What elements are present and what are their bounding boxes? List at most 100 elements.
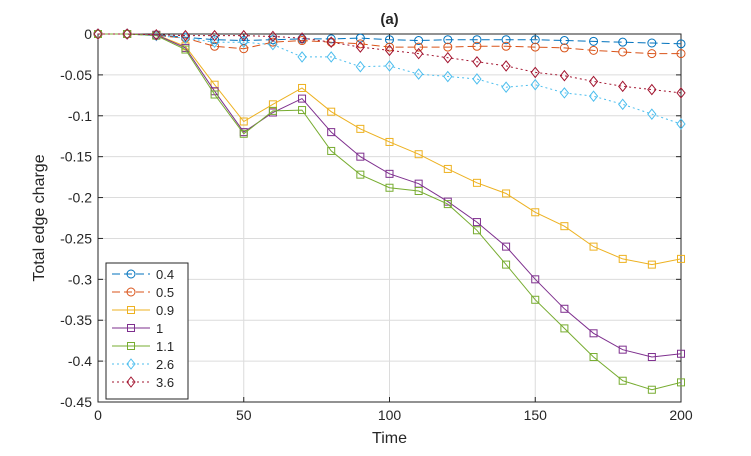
data-point (414, 68, 424, 80)
series-line (98, 33, 682, 125)
data-point (443, 42, 453, 52)
data-point (151, 29, 161, 42)
data-point (677, 349, 685, 358)
legend-item: 2.6 (112, 357, 174, 372)
data-point (443, 35, 453, 45)
data-point (618, 254, 627, 263)
data-point (530, 78, 540, 91)
data-point (502, 260, 511, 269)
data-point (414, 187, 423, 196)
data-point (210, 41, 220, 51)
data-point (239, 29, 249, 42)
y-tick-label: -0.4 (68, 353, 92, 369)
series-line (98, 33, 682, 358)
data-point (647, 385, 656, 394)
data-point (472, 226, 481, 235)
legend-label: 0.5 (156, 285, 174, 300)
series-line (98, 33, 681, 55)
y-axis-label: Total edge charge (31, 154, 48, 281)
data-point (239, 44, 249, 54)
data-point (501, 41, 511, 51)
data-point (472, 35, 482, 45)
y-tick-label: -0.3 (68, 271, 92, 287)
data-point (502, 189, 511, 198)
data-point (618, 80, 628, 93)
data-point (560, 222, 569, 231)
data-point (676, 49, 686, 59)
data-point (647, 38, 657, 48)
data-point (443, 164, 452, 173)
data-point (268, 38, 278, 51)
data-point (472, 218, 481, 227)
data-point (181, 45, 190, 54)
legend-item: 1 (112, 321, 163, 336)
data-point (268, 106, 277, 115)
data-point (677, 254, 685, 263)
legend-box (105, 262, 189, 400)
data-point (618, 98, 628, 111)
data-point (414, 150, 423, 159)
data-point (647, 83, 657, 96)
y-tick-label: -0.15 (60, 149, 92, 165)
data-point (589, 36, 599, 46)
data-point (589, 353, 598, 362)
data-point (618, 37, 628, 47)
y-tick-label: -0.35 (60, 312, 92, 328)
data-point (588, 75, 599, 88)
data-point (93, 28, 103, 40)
data-point (326, 51, 336, 63)
y-tick-label: -0.1 (68, 108, 92, 124)
legend-label: 0.9 (156, 303, 174, 318)
data-point (501, 35, 511, 45)
series-3.6 (93, 28, 686, 99)
series-group (93, 28, 686, 394)
data-point (618, 47, 628, 57)
legend-label: 0.4 (156, 267, 174, 282)
data-point (209, 36, 220, 48)
data-point (531, 208, 540, 217)
legend-item: 0.5 (112, 285, 174, 300)
data-point (327, 107, 336, 116)
data-point (268, 30, 278, 43)
data-point (530, 42, 540, 52)
data-point (385, 137, 394, 146)
legend-label: 2.6 (156, 357, 174, 372)
x-axis-label: Time (372, 430, 407, 447)
legend-marker (127, 342, 135, 350)
data-point (355, 41, 365, 53)
legend-marker (127, 324, 135, 332)
data-point (676, 118, 686, 130)
data-point (385, 183, 394, 192)
data-point (472, 41, 482, 51)
legend-label: 1.1 (156, 339, 174, 354)
series-line (98, 33, 682, 391)
legend-marker (127, 306, 135, 314)
data-point (239, 117, 248, 126)
series-0.9 (94, 30, 685, 269)
data-point (356, 152, 365, 161)
data-point (443, 70, 453, 83)
data-point (618, 376, 627, 385)
data-point (559, 43, 569, 53)
axis-ticks: 0 50 100 150 200 0 -0.05 -0.1 -0.15 -0.2 -0.25 -0.3… (60, 26, 693, 423)
data-point (443, 51, 453, 64)
data-point (297, 32, 307, 44)
data-point (560, 304, 569, 313)
data-point (501, 81, 511, 93)
data-point (298, 94, 307, 103)
legend-label: 1 (156, 321, 163, 336)
legend: 0.4 0.5 0.9 1 1.1 2.6 3.6 (105, 262, 189, 400)
data-point (443, 200, 452, 209)
data-point (385, 35, 394, 45)
data-point (385, 42, 394, 52)
series-line (98, 33, 682, 45)
data-point (531, 295, 540, 304)
data-point (647, 49, 657, 59)
data-point (268, 35, 278, 45)
legend-marker (126, 287, 136, 297)
data-point (180, 32, 191, 44)
data-point (647, 260, 656, 269)
legend-marker (126, 376, 136, 388)
